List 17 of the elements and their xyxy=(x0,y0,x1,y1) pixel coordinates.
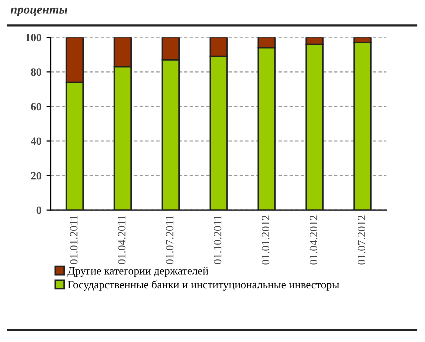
y-tick-label: 0 xyxy=(36,206,42,214)
x-tick-label: 01.01.2012 xyxy=(262,216,270,265)
x-tick-label: 01.04.2011 xyxy=(118,216,126,264)
bar xyxy=(354,42,372,210)
x-tick-label: 01.04.2012 xyxy=(310,216,318,265)
y-tick-label: 80 xyxy=(31,68,42,76)
x-tick-label: 01.10.2011 xyxy=(214,216,222,264)
x-tick-label: 01.07.2012 xyxy=(358,216,366,265)
y-tick-label: 40 xyxy=(31,138,42,146)
x-tick-label: 01.07.2011 xyxy=(166,216,174,264)
y-tick-label: 60 xyxy=(31,103,42,111)
y-tick-label: 100 xyxy=(26,34,42,42)
chart-title: проценты xyxy=(10,8,68,16)
y-tick-label: 20 xyxy=(31,172,42,180)
x-tick-label: 01.01.2011 xyxy=(70,216,78,264)
legend-label: Другие категории держателей xyxy=(68,267,209,278)
legend-label: Государственные банки и институциональные инвесторы xyxy=(68,280,340,291)
